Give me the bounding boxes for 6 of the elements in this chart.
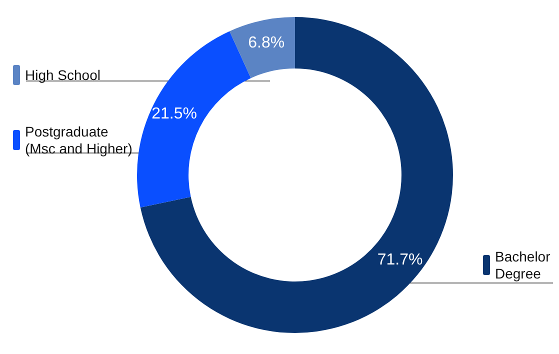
data-label: 21.5% [152, 105, 197, 122]
legend-label: Bachelor Degree [495, 248, 551, 282]
legend-label: Postgraduate (Msc and Higher) [25, 124, 132, 156]
data-label: 71.7% [377, 252, 423, 269]
data-label: 6.8% [248, 34, 285, 52]
legend-label: High School [25, 67, 100, 83]
